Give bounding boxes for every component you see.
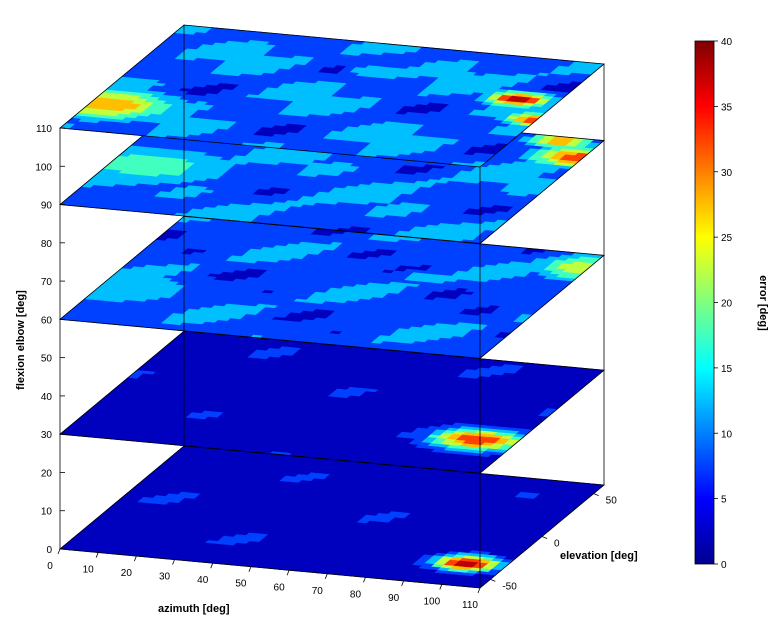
slice-flexion-30 [59, 330, 605, 474]
slice-flexion-0 [59, 445, 605, 589]
slice-flexion-60 [59, 215, 605, 359]
contour-slices [59, 24, 605, 589]
